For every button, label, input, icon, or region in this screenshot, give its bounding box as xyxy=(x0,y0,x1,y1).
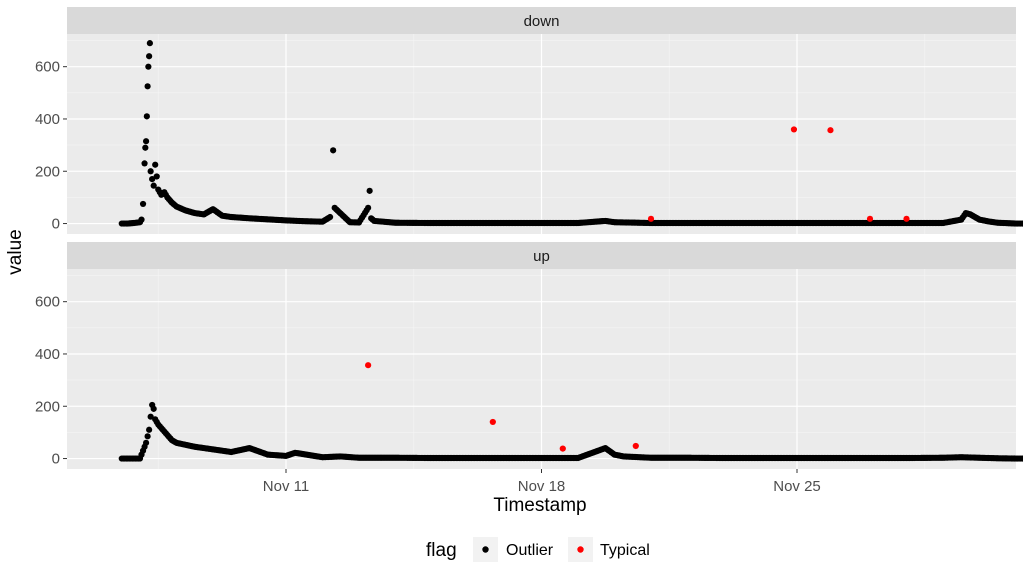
data-point xyxy=(790,126,798,133)
data-point xyxy=(1020,455,1023,462)
data-point xyxy=(147,168,154,175)
data-point xyxy=(150,182,157,189)
strip-label: up xyxy=(533,248,550,265)
x-tick-label: Nov 25 xyxy=(773,478,821,495)
data-point xyxy=(325,214,332,222)
legend-title: flag xyxy=(426,540,457,561)
series-typical-down xyxy=(647,126,910,222)
data-point xyxy=(144,433,151,440)
data-point xyxy=(827,127,834,134)
data-point xyxy=(366,187,373,194)
x-tick-label: Nov 11 xyxy=(263,478,309,495)
data-point xyxy=(146,53,153,60)
y-tick-label: 0 xyxy=(52,216,60,233)
y-tick-label: 200 xyxy=(35,163,60,180)
legend-label-outlier: Outlier xyxy=(506,542,554,559)
y-tick-label: 0 xyxy=(52,451,60,468)
data-point xyxy=(147,413,154,420)
y-tick-label: 200 xyxy=(35,398,60,415)
data-point xyxy=(365,362,372,369)
series-outlier-up xyxy=(118,401,1023,462)
data-point xyxy=(135,219,142,226)
legend-key-typical-point xyxy=(577,546,584,553)
legend-key-outlier-point xyxy=(482,546,489,553)
x-axis-title: Timestamp xyxy=(493,495,586,516)
data-point xyxy=(150,405,157,412)
data-point xyxy=(647,215,655,222)
series-outlier-down xyxy=(118,40,1023,227)
data-point xyxy=(632,442,639,450)
y-tick-label: 600 xyxy=(35,59,60,76)
data-point xyxy=(1020,220,1023,227)
data-point xyxy=(149,175,156,183)
strip-label: down xyxy=(524,13,560,30)
data-point xyxy=(144,83,151,90)
data-point xyxy=(145,63,152,70)
data-point xyxy=(152,161,159,168)
data-point xyxy=(330,147,337,154)
data-point xyxy=(489,418,496,426)
y-tick-label: 400 xyxy=(35,111,60,128)
y-tick-label: 600 xyxy=(35,294,60,311)
strip-background xyxy=(67,242,1016,269)
data-point xyxy=(141,443,148,450)
data-point xyxy=(866,215,874,222)
data-point xyxy=(153,418,160,426)
y-axis-title: value xyxy=(5,229,26,274)
data-point xyxy=(146,40,153,47)
data-point xyxy=(143,113,150,120)
strip-background xyxy=(67,7,1016,34)
data-point xyxy=(139,200,147,208)
data-point xyxy=(146,426,153,433)
series-typical-up xyxy=(365,362,639,452)
data-point xyxy=(142,144,149,151)
panels-layer: down 0 200 400 600 up 0 200 400 600 Nov 11 Nov 18 No… xyxy=(35,7,1023,495)
panel-down: down 0 200 400 600 xyxy=(35,7,1023,234)
data-point xyxy=(142,138,150,145)
panel-up: up 0 200 400 600 Nov 11 Nov 18 Nov 25 xyxy=(35,242,1023,495)
legend: flag Outlier Typical xyxy=(426,537,650,562)
legend-label-typical: Typical xyxy=(600,542,650,559)
data-point xyxy=(162,191,169,198)
data-point xyxy=(903,215,910,222)
x-tick-label: Nov 18 xyxy=(518,478,566,495)
data-point xyxy=(363,207,370,214)
y-tick-label: 400 xyxy=(35,346,60,363)
data-point xyxy=(559,445,566,452)
data-point xyxy=(153,173,160,180)
data-point xyxy=(141,160,148,167)
